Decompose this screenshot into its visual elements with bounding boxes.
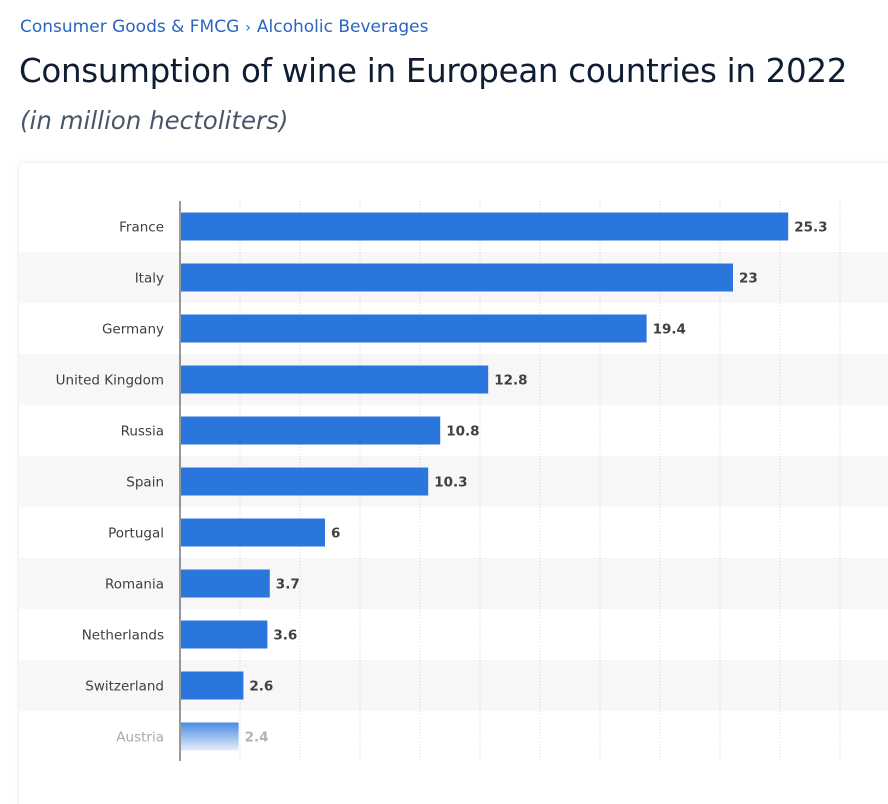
value-label: 10.3	[434, 475, 467, 491]
value-label: 3.6	[273, 628, 297, 644]
row-stripe	[19, 558, 888, 609]
category-label: Switzerland	[85, 679, 164, 695]
value-label: 19.4	[653, 322, 686, 338]
category-label: Netherlands	[82, 628, 164, 644]
category-label: United Kingdom	[56, 373, 164, 389]
row-stripe	[19, 456, 888, 507]
value-label: 3.7	[276, 577, 300, 593]
value-label: 23	[739, 271, 758, 287]
category-label: Spain	[126, 475, 164, 491]
bar[interactable]	[181, 467, 429, 496]
category-label: Portugal	[108, 526, 164, 542]
category-label: France	[119, 220, 164, 236]
value-label: 10.8	[446, 424, 479, 440]
breadcrumb-separator: ›	[245, 20, 251, 36]
category-label: Austria	[116, 730, 164, 746]
category-label: Germany	[102, 322, 164, 338]
bar[interactable]	[181, 620, 268, 649]
category-label: Italy	[135, 271, 164, 287]
value-label: 2.4	[245, 730, 269, 746]
category-label: Romania	[105, 577, 164, 593]
row-stripe	[19, 660, 888, 711]
value-label: 12.8	[494, 373, 527, 389]
bar[interactable]	[181, 365, 489, 394]
bar[interactable]	[181, 416, 441, 445]
breadcrumb: Consumer Goods & FMCG › Alcoholic Beverage…	[20, 17, 429, 37]
page-title: Consumption of wine in European countrie…	[19, 52, 848, 90]
chart-subtitle: (in million hectoliters)	[20, 106, 289, 135]
bar[interactable]	[181, 212, 789, 241]
bar[interactable]	[181, 722, 239, 751]
value-label: 6	[331, 526, 340, 542]
breadcrumb-link-consumer-goods[interactable]: Consumer Goods & FMCG	[20, 17, 240, 37]
chart-card: France Italy Germany United Kingdom Russia Sp…	[19, 163, 888, 804]
bar[interactable]	[181, 671, 244, 700]
value-label: 25.3	[794, 220, 827, 236]
bars	[181, 212, 789, 751]
breadcrumb-link-alcoholic-beverages[interactable]: Alcoholic Beverages	[256, 17, 429, 37]
bar-chart: France Italy Germany United Kingdom Russia Sp…	[19, 201, 888, 761]
value-label: 2.6	[249, 679, 273, 695]
bar[interactable]	[181, 314, 647, 343]
bar[interactable]	[181, 569, 270, 598]
category-labels: France Italy Germany United Kingdom Russia Sp…	[56, 220, 164, 746]
bar[interactable]	[181, 263, 733, 292]
bar[interactable]	[181, 518, 325, 547]
value-labels: 25.3 23 19.4 12.8 10.8 10.3 6 3.7 3.6 2.6 2.4	[245, 220, 828, 746]
category-label: Russia	[121, 424, 164, 440]
